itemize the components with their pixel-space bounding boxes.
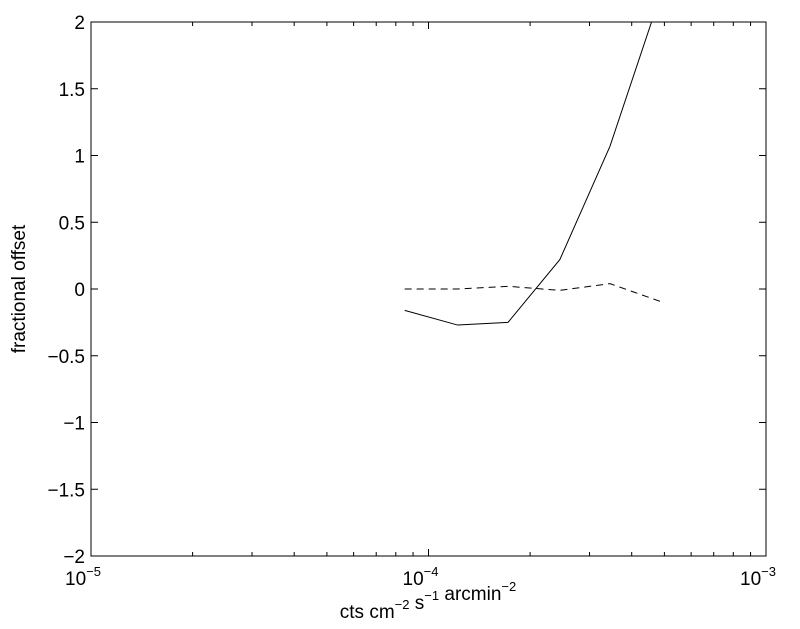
x-tick-label-exponent: −5	[86, 564, 101, 579]
x-axis-label: cts cm−2 s−1 arcmin−2	[340, 579, 516, 623]
x-axis-label-exponent: −2	[395, 597, 410, 612]
y-tick-label: −1	[63, 414, 85, 435]
y-tick-label: 0.5	[59, 213, 85, 234]
x-axis-label-exponent: −2	[501, 579, 516, 594]
x-tick-label-base: 10	[740, 569, 761, 590]
y-tick-label: −1.5	[47, 480, 85, 501]
x-tick-label: 10−5	[65, 564, 101, 590]
x-axis-label-text: arcmin	[439, 584, 501, 605]
label-layer: 21.510.50−0.5−1−1.5−210−5 10−4 10−3	[47, 13, 776, 590]
y-tick-label: 1.5	[59, 80, 85, 101]
series-layer	[404, 22, 664, 326]
plot-frame	[90, 21, 767, 557]
x-axis-label-exponent: −1	[424, 588, 439, 603]
tick-layer	[90, 21, 767, 557]
series-line-2-dashed	[404, 283, 664, 303]
series-line-1-solid	[404, 22, 653, 326]
x-axis-label-text: cts cm	[340, 602, 395, 623]
y-tick-label: 1	[74, 147, 85, 168]
x-tick-label-base: 10	[403, 569, 424, 590]
x-axis-label-text: s	[409, 593, 424, 614]
x-tick-label-base: 10	[65, 569, 86, 590]
x-tick-label-exponent: −3	[761, 564, 776, 579]
y-tick-label: 2	[74, 13, 85, 34]
y-axis-label: fractional offset	[9, 224, 30, 353]
y-tick-label: −2	[63, 547, 85, 568]
x-tick-label-exponent: −4	[424, 564, 439, 579]
y-tick-label: 0	[74, 280, 85, 301]
y-tick-label: −0.5	[47, 347, 85, 368]
x-tick-label: 10−3	[740, 564, 776, 590]
x-tick-label: 10−4	[403, 564, 439, 590]
